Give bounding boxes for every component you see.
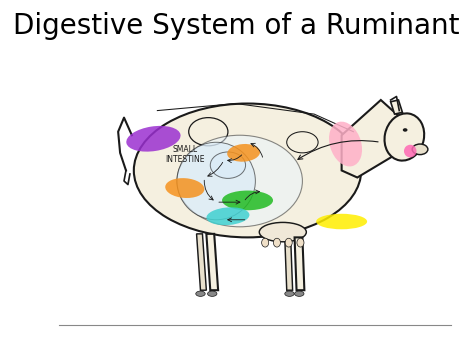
Ellipse shape — [177, 142, 255, 220]
Polygon shape — [206, 234, 218, 290]
Ellipse shape — [189, 118, 228, 146]
Text: SMALL
INTESTINE: SMALL INTESTINE — [165, 145, 205, 164]
Polygon shape — [197, 234, 206, 290]
Ellipse shape — [208, 291, 217, 296]
Ellipse shape — [404, 145, 417, 157]
Ellipse shape — [210, 152, 246, 178]
Ellipse shape — [294, 291, 304, 296]
Ellipse shape — [297, 238, 304, 247]
Polygon shape — [391, 100, 402, 114]
Polygon shape — [294, 237, 304, 290]
Ellipse shape — [126, 126, 181, 152]
Ellipse shape — [177, 135, 302, 227]
Ellipse shape — [316, 214, 367, 229]
Polygon shape — [285, 237, 292, 290]
Ellipse shape — [285, 291, 294, 296]
Ellipse shape — [384, 113, 424, 160]
Ellipse shape — [273, 238, 281, 247]
Ellipse shape — [262, 238, 269, 247]
Ellipse shape — [403, 128, 408, 132]
Ellipse shape — [196, 291, 205, 296]
Ellipse shape — [259, 223, 306, 242]
Ellipse shape — [287, 132, 318, 153]
Ellipse shape — [222, 191, 273, 210]
Text: Digestive System of a Ruminant: Digestive System of a Ruminant — [12, 12, 459, 40]
Ellipse shape — [285, 238, 292, 247]
Ellipse shape — [412, 144, 428, 155]
Ellipse shape — [206, 207, 249, 225]
Ellipse shape — [329, 122, 362, 166]
Polygon shape — [342, 100, 404, 178]
Ellipse shape — [134, 104, 361, 237]
Ellipse shape — [227, 144, 260, 162]
Ellipse shape — [165, 178, 204, 198]
